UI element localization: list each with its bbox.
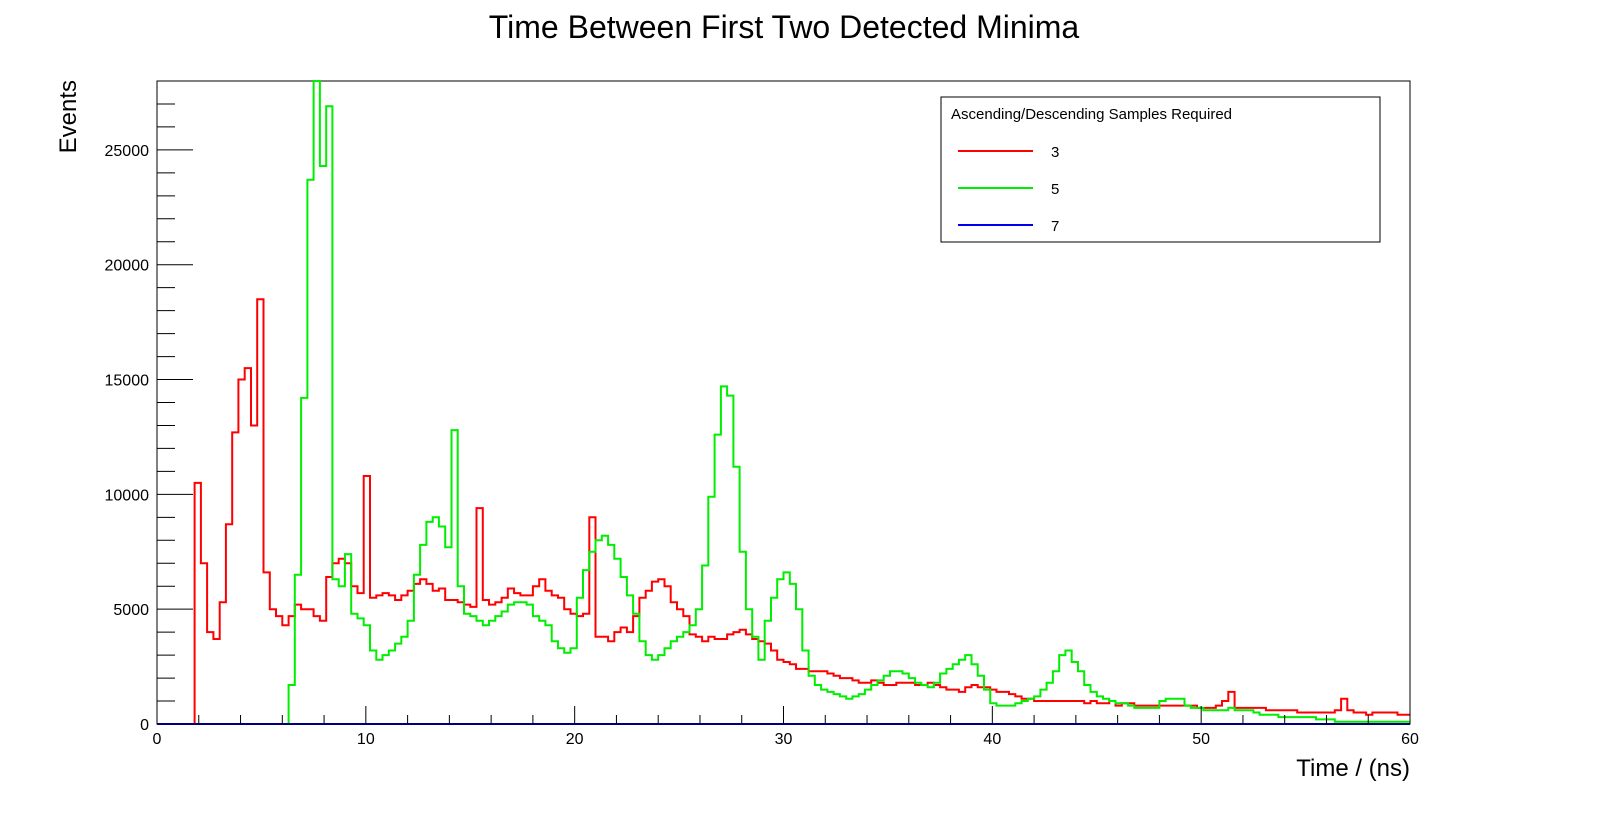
x-tick-label: 10	[357, 731, 375, 748]
y-axis-title: Events	[55, 80, 82, 153]
legend-label-7: 7	[1051, 218, 1059, 235]
y-tick-label: 0	[140, 717, 149, 734]
legend-title: Ascending/Descending Samples Required	[951, 106, 1232, 123]
chart-title: Time Between First Two Detected Minima	[489, 9, 1080, 45]
legend-box	[940, 96, 1381, 243]
x-tick-label: 20	[566, 731, 584, 748]
legend: Ascending/Descending Samples Required 3 5 7	[940, 96, 1381, 243]
legend-label-5: 5	[1051, 181, 1059, 198]
x-axis-title: Time / (ns)	[1296, 755, 1410, 782]
y-tick-label: 25000	[105, 143, 150, 160]
series-line-5	[157, 80, 1410, 725]
series-line-3	[157, 298, 1410, 725]
x-tick-label: 40	[983, 731, 1001, 748]
x-tick-label: 50	[1192, 731, 1210, 748]
y-tick-label: 10000	[105, 487, 150, 504]
y-tick-label: 5000	[113, 602, 149, 619]
x-tick-label: 0	[153, 731, 162, 748]
x-tick-label: 60	[1401, 731, 1419, 748]
y-tick-label: 20000	[105, 258, 150, 275]
y-tick-label: 15000	[105, 373, 150, 390]
x-tick-label: 30	[775, 731, 793, 748]
axes: 0 10 20 30 40 50 60 0 5000 10000 15000 20000 25000	[105, 80, 1419, 748]
legend-label-3: 3	[1051, 144, 1059, 161]
